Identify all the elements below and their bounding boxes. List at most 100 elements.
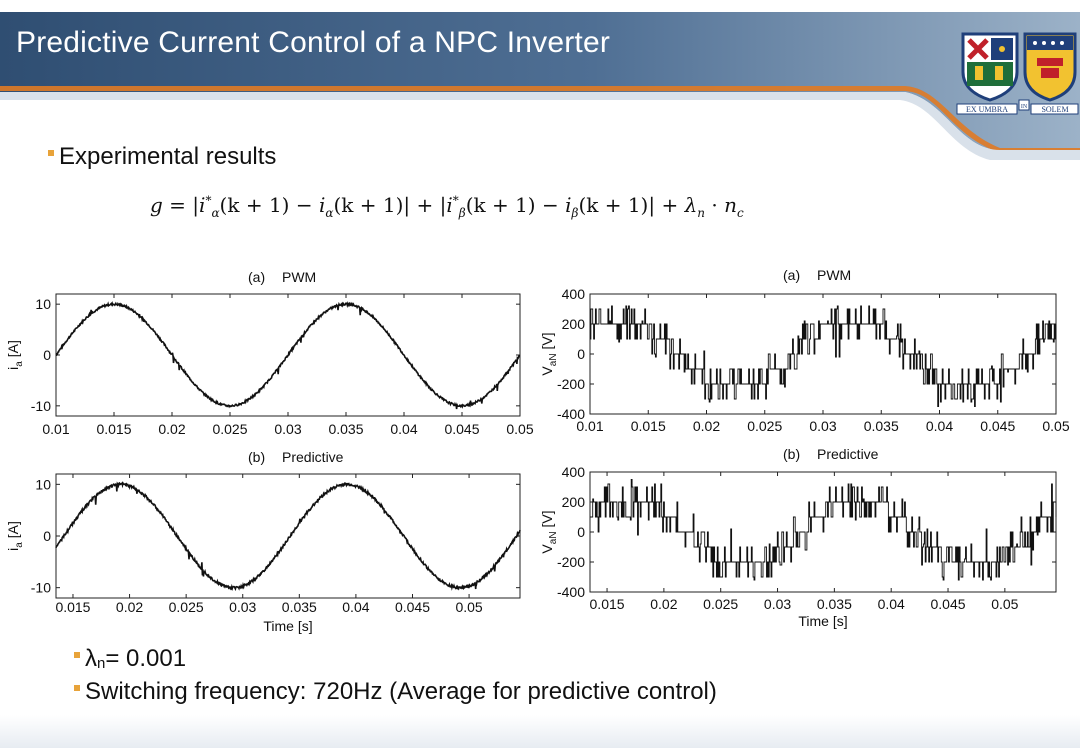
slide-title: Predictive Current Control of a NPC Inve… [16,26,611,59]
x-tick-label: 0.04 [926,418,953,434]
plot-title-tag: (a) [248,269,265,285]
y-tick-label: 10 [35,476,51,492]
x-tick-label: 0.035 [328,421,363,437]
x-axis-label: Time [s] [798,613,847,629]
y-tick-label: -400 [557,584,585,600]
x-tick-label: 0.04 [390,421,417,437]
bullet-experimental-results: Experimental results [48,143,276,171]
y-tick-label: 0 [577,346,585,362]
formula-n: n [724,193,737,217]
current-trace [55,481,521,592]
current-trace [55,300,520,410]
plot-title: PWM [282,269,316,285]
x-tick-label: 0.025 [703,596,738,612]
formula-term: (k + 1)| + [578,193,685,217]
voltage-trace [590,305,1057,407]
bullet-switching-frequency: Switching frequency: 720Hz (Average for … [74,678,717,706]
plot-title: Predictive [817,446,879,462]
formula-lambda-sub: n [697,206,705,220]
x-tick-label: 0.04 [342,599,369,615]
x-tick-label: 0.015 [590,596,625,612]
plot-title-tag: (b) [248,449,265,465]
x-tick-label: 0.02 [116,599,143,615]
x-tick-label: 0.03 [274,421,301,437]
y-tick-label: -200 [557,376,585,392]
y-axis-label: ia [A] [5,340,25,370]
formula-term: (k + 1)| + | [333,193,447,217]
formula-beta: β [571,206,579,220]
y-tick-label: -10 [31,580,51,596]
y-axis-label: VaN [V] [539,332,559,375]
bottom-fade [0,715,1080,748]
x-tick-label: 0.045 [980,418,1015,434]
x-tick-label: 0.015 [631,418,666,434]
cost-function-formula: g = |i*α(k + 1) − iα(k + 1)| + |i*β(k + … [150,193,744,220]
x-tick-label: 0.05 [506,421,533,437]
x-tick-label: 0.05 [1042,418,1069,434]
bullet-marker [74,652,80,658]
formula-i: i [446,193,453,217]
formula-g: g [150,193,163,217]
y-tick-label: 0 [577,524,585,540]
lambda-value: = 0.001 [105,645,187,672]
formula-i: i [199,193,206,217]
plot-title: PWM [817,267,851,283]
x-tick-label: 0.035 [282,599,317,615]
motto-mid: IN [1021,104,1028,110]
x-tick-label: 0.03 [764,596,791,612]
y-tick-label: -200 [557,554,585,570]
formula-alpha: α [211,206,220,220]
formula-eq: = | [162,193,200,217]
x-tick-label: 0.035 [817,596,852,612]
x-tick-label: 0.02 [158,421,185,437]
y-tick-label: 200 [562,494,586,510]
x-tick-label: 0.05 [455,599,482,615]
x-tick-label: 0.045 [444,421,479,437]
y-tick-label: 400 [562,286,586,302]
formula-i: i [565,193,572,217]
x-axis-label: Time [s] [263,618,312,634]
x-tick-label: 0.015 [55,599,90,615]
x-tick-label: 0.02 [693,418,720,434]
formula-star: * [205,193,212,208]
x-tick-label: 0.01 [42,421,69,437]
y-tick-label: 10 [35,296,51,312]
formula-term: (k + 1) − [219,193,319,217]
y-tick-label: -10 [31,398,51,414]
formula-i: i [318,193,326,217]
x-tick-label: 0.025 [169,599,204,615]
x-tick-label: 0.035 [864,418,899,434]
bullet-text: Experimental results [59,143,277,170]
bullet-marker [74,685,80,691]
x-tick-label: 0.045 [395,599,430,615]
x-tick-label: 0.01 [576,418,603,434]
y-tick-label: 400 [562,464,586,480]
x-tick-label: 0.04 [878,596,905,612]
y-tick-label: -400 [557,406,585,422]
voltage-trace [590,479,1057,581]
plot-title-tag: (a) [783,267,800,283]
x-tick-label: 0.02 [650,596,677,612]
lambda-symbol: λ [85,645,97,672]
header-bar [0,12,1080,160]
university-logo: EX UMBRA IN SOLEM [955,30,1080,120]
formula-alpha: α [325,206,334,220]
formula-beta: β [458,206,466,220]
motto-right: SOLEM [1041,105,1068,114]
y-tick-label: 0 [43,347,51,363]
y-tick-label: 200 [562,316,586,332]
x-tick-label: 0.015 [96,421,131,437]
bullet-marker [48,150,54,156]
y-tick-label: 0 [43,528,51,544]
y-axis-label: VaN [V] [539,510,559,553]
bullet-text: Switching frequency: 720Hz (Average for … [85,678,717,705]
x-tick-label: 0.05 [991,596,1018,612]
formula-lambda: λ [684,193,698,217]
plot-frame [55,473,521,599]
x-tick-label: 0.045 [931,596,966,612]
